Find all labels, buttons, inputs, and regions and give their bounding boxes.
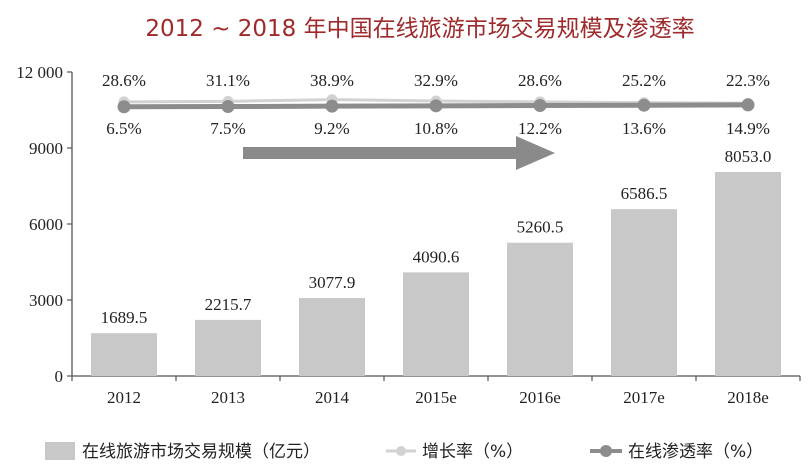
line-point	[429, 99, 443, 113]
bar	[715, 171, 781, 376]
bars: 1689.5 2215.7 3077.9 4090.6 5260.5 6586.5 8053…	[91, 147, 781, 376]
legend-label: 在线旅游市场交易规模（亿元）	[82, 442, 320, 462]
line-point	[741, 98, 755, 112]
bar-value-label: 2215.7	[205, 295, 252, 314]
bar-value-label: 3077.9	[309, 273, 356, 292]
x-tick-label: 2015e	[415, 388, 457, 407]
line-value-label: 22.3%	[726, 71, 770, 90]
trend-arrow-shape	[243, 136, 555, 170]
legend-label: 增长率（%）	[422, 442, 523, 462]
legend-marker-penetration	[600, 445, 612, 457]
line-value-label: 7.5%	[210, 119, 245, 138]
x-tick-label: 2014	[315, 388, 350, 407]
x-tick-label: 2017e	[623, 388, 665, 407]
line-value-label: 28.6%	[518, 71, 562, 90]
bar	[195, 319, 261, 376]
line-value-label: 14.9%	[726, 119, 770, 138]
bar-value-label: 4090.6	[413, 247, 460, 266]
y-tick-label: 0	[55, 367, 64, 386]
line-point	[117, 100, 131, 114]
legend-marker-growth	[396, 446, 406, 456]
line-value-label: 38.9%	[310, 71, 354, 90]
line-value-label: 10.8%	[414, 119, 458, 138]
line-value-label: 25.2%	[622, 71, 666, 90]
line-value-label: 31.1%	[206, 71, 250, 90]
x-tick-label: 2012	[107, 388, 141, 407]
y-tick-label: 6000	[29, 215, 63, 234]
line-value-label: 9.2%	[314, 119, 349, 138]
line-value-label: 32.9%	[414, 71, 458, 90]
bar-value-label: 8053.0	[725, 147, 772, 166]
lines: 28.6% 31.1% 38.9% 32.9% 28.6% 25.2% 22.3% 6.5% 7…	[102, 71, 770, 138]
line-value-label: 28.6%	[102, 71, 146, 90]
y-tick-label: 12 000	[16, 63, 63, 82]
line-point	[533, 99, 547, 113]
bar	[91, 333, 157, 376]
line-value-label: 13.6%	[622, 119, 666, 138]
y-tick-label: 3000	[29, 291, 63, 310]
line-point	[221, 100, 235, 114]
bar	[403, 272, 469, 376]
line-value-label: 12.2%	[518, 119, 562, 138]
x-tick-label: 2013	[211, 388, 245, 407]
legend: 在线旅游市场交易规模（亿元） 增长率（%） 在线渗透率（%）	[45, 442, 763, 462]
line-point	[637, 98, 651, 112]
x-tick-label: 2018e	[727, 388, 769, 407]
line-value-label: 6.5%	[106, 119, 141, 138]
axes: 0 3000 6000 9000 12 000 2012 2013 2014 2015e 2016…	[16, 63, 801, 407]
legend-label: 在线渗透率（%）	[628, 442, 763, 462]
legend-swatch-bar	[45, 442, 75, 460]
bar	[611, 209, 677, 376]
y-tick-label: 9000	[29, 139, 63, 158]
line-point	[325, 99, 339, 113]
bar-value-label: 5260.5	[517, 218, 564, 237]
bar	[299, 298, 365, 376]
bar	[507, 242, 573, 376]
x-tick-label: 2016e	[519, 388, 561, 407]
chart-title: 2012 ~ 2018 年中国在线旅游市场交易规模及渗透率	[145, 16, 694, 42]
bar-value-label: 1689.5	[101, 308, 148, 327]
bar-value-label: 6586.5	[621, 184, 668, 203]
trend-arrow	[243, 136, 555, 170]
